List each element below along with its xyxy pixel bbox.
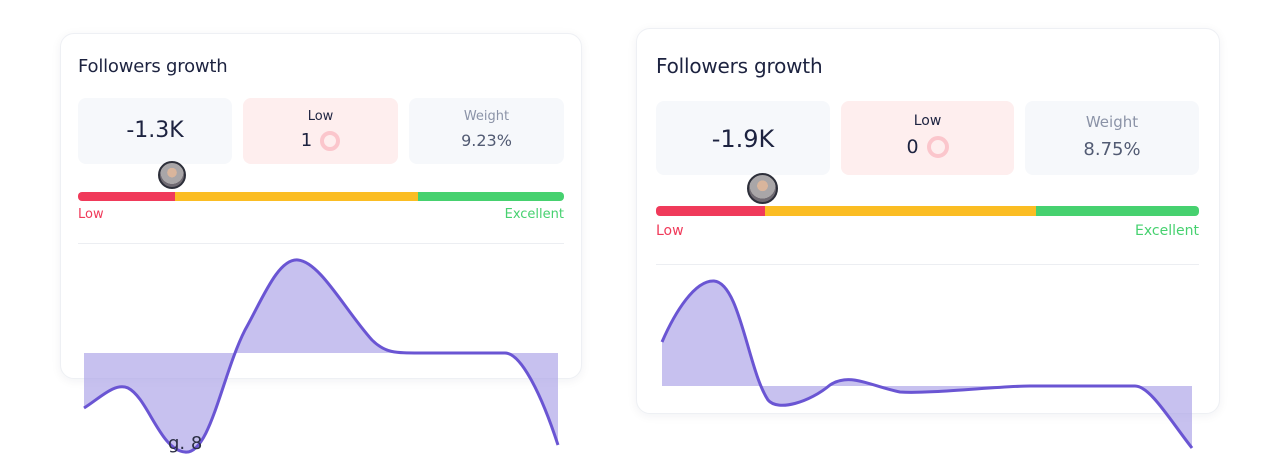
scale-excellent-label: Excellent — [1135, 223, 1199, 239]
chart-area — [84, 259, 558, 453]
ring-icon — [926, 136, 949, 158]
scale-excellent-label: Excellent — [504, 207, 564, 222]
weight-label: Weight — [1085, 113, 1139, 131]
weight-value: 9.23% — [461, 131, 512, 150]
low-label: Low — [307, 109, 334, 124]
weight-box: Weight 8.75% — [1025, 101, 1199, 175]
avatar — [158, 161, 186, 189]
followers-value: -1.3K — [126, 118, 184, 143]
chart-line — [660, 279, 1194, 449]
low-count: 1 — [300, 130, 313, 151]
followers-value: -1.9K — [711, 125, 775, 153]
weight-box: Weight 9.23% — [409, 98, 564, 164]
scale-low-label: Low — [656, 223, 684, 239]
card-title: Followers growth — [78, 56, 228, 77]
weight-value: 8.75% — [1083, 139, 1141, 160]
chart-area — [662, 280, 1192, 448]
weight-label: Weight — [463, 109, 510, 124]
low-count: 0 — [906, 136, 919, 158]
score-bar — [78, 192, 564, 201]
card-title: Followers growth — [656, 54, 823, 78]
avatar — [747, 173, 778, 204]
overflow-text: g. 8 — [168, 433, 203, 454]
chart-line — [83, 258, 560, 454]
low-label: Low — [913, 113, 942, 129]
low-box: Low 0 — [841, 101, 1014, 175]
score-bar — [656, 206, 1199, 216]
value-box: -1.9K — [656, 101, 830, 175]
divider — [656, 264, 1199, 265]
low-box: Low 1 — [243, 98, 398, 164]
value-box: -1.3K — [78, 98, 232, 164]
scale-low-label: Low — [78, 207, 104, 222]
divider — [78, 243, 564, 244]
ring-icon — [320, 130, 341, 151]
